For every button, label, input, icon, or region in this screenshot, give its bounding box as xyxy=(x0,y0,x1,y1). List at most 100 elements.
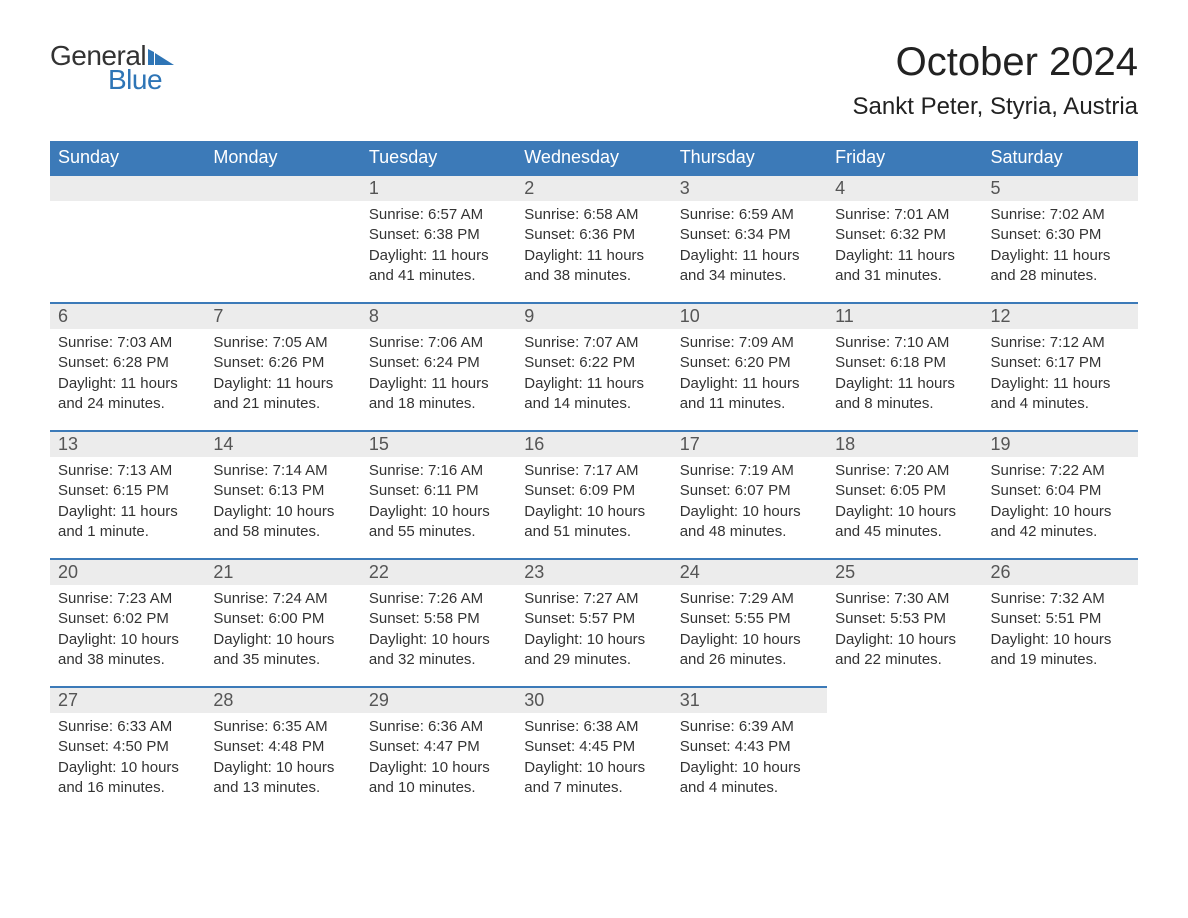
day-number: 5 xyxy=(983,174,1138,201)
sunrise-line: Sunrise: 7:29 AM xyxy=(680,589,819,609)
calendar-cell: 2Sunrise: 6:58 AMSunset: 6:36 PMDaylight… xyxy=(516,174,671,302)
calendar-cell: 12Sunrise: 7:12 AMSunset: 6:17 PMDayligh… xyxy=(983,302,1138,430)
calendar-cell: 23Sunrise: 7:27 AMSunset: 5:57 PMDayligh… xyxy=(516,558,671,686)
day-details: Sunrise: 6:35 AMSunset: 4:48 PMDaylight:… xyxy=(205,713,360,806)
sunrise-line: Sunrise: 7:30 AM xyxy=(835,589,974,609)
sunset-line: Sunset: 5:58 PM xyxy=(369,609,508,629)
sunset-line: Sunset: 6:32 PM xyxy=(835,225,974,245)
calendar-cell: 22Sunrise: 7:26 AMSunset: 5:58 PMDayligh… xyxy=(361,558,516,686)
daylight-line: Daylight: 11 hours and 34 minutes. xyxy=(680,246,819,287)
daylight-line: Daylight: 10 hours and 10 minutes. xyxy=(369,758,508,799)
sunset-line: Sunset: 4:47 PM xyxy=(369,737,508,757)
sunrise-line: Sunrise: 7:32 AM xyxy=(991,589,1130,609)
calendar-cell: 24Sunrise: 7:29 AMSunset: 5:55 PMDayligh… xyxy=(672,558,827,686)
sunset-line: Sunset: 6:13 PM xyxy=(213,481,352,501)
day-number: 23 xyxy=(516,558,671,585)
calendar-cell xyxy=(983,686,1138,814)
day-details: Sunrise: 7:22 AMSunset: 6:04 PMDaylight:… xyxy=(983,457,1138,550)
day-number: 6 xyxy=(50,302,205,329)
day-number: 16 xyxy=(516,430,671,457)
calendar-cell: 25Sunrise: 7:30 AMSunset: 5:53 PMDayligh… xyxy=(827,558,982,686)
day-details: Sunrise: 7:06 AMSunset: 6:24 PMDaylight:… xyxy=(361,329,516,422)
sunset-line: Sunset: 6:26 PM xyxy=(213,353,352,373)
daylight-line: Daylight: 11 hours and 11 minutes. xyxy=(680,374,819,415)
calendar-cell: 16Sunrise: 7:17 AMSunset: 6:09 PMDayligh… xyxy=(516,430,671,558)
sunrise-line: Sunrise: 7:06 AM xyxy=(369,333,508,353)
daylight-line: Daylight: 10 hours and 16 minutes. xyxy=(58,758,197,799)
sunset-line: Sunset: 4:48 PM xyxy=(213,737,352,757)
calendar-cell xyxy=(50,174,205,302)
sunset-line: Sunset: 5:53 PM xyxy=(835,609,974,629)
day-details: Sunrise: 7:17 AMSunset: 6:09 PMDaylight:… xyxy=(516,457,671,550)
day-details: Sunrise: 7:19 AMSunset: 6:07 PMDaylight:… xyxy=(672,457,827,550)
day-number: 24 xyxy=(672,558,827,585)
day-number: 7 xyxy=(205,302,360,329)
calendar-cell: 31Sunrise: 6:39 AMSunset: 4:43 PMDayligh… xyxy=(672,686,827,814)
calendar-cell: 6Sunrise: 7:03 AMSunset: 6:28 PMDaylight… xyxy=(50,302,205,430)
day-number: 25 xyxy=(827,558,982,585)
daylight-line: Daylight: 10 hours and 45 minutes. xyxy=(835,502,974,543)
day-number: 17 xyxy=(672,430,827,457)
sunset-line: Sunset: 6:15 PM xyxy=(58,481,197,501)
sunrise-line: Sunrise: 7:17 AM xyxy=(524,461,663,481)
day-number: 20 xyxy=(50,558,205,585)
logo-word-blue: Blue xyxy=(108,64,162,96)
day-details: Sunrise: 7:07 AMSunset: 6:22 PMDaylight:… xyxy=(516,329,671,422)
daylight-line: Daylight: 10 hours and 7 minutes. xyxy=(524,758,663,799)
calendar-week-row: 13Sunrise: 7:13 AMSunset: 6:15 PMDayligh… xyxy=(50,430,1138,558)
day-details: Sunrise: 7:23 AMSunset: 6:02 PMDaylight:… xyxy=(50,585,205,678)
daylight-line: Daylight: 10 hours and 32 minutes. xyxy=(369,630,508,671)
daylight-line: Daylight: 11 hours and 38 minutes. xyxy=(524,246,663,287)
day-number: 29 xyxy=(361,686,516,713)
sunrise-line: Sunrise: 6:39 AM xyxy=(680,717,819,737)
sunrise-line: Sunrise: 7:14 AM xyxy=(213,461,352,481)
day-number: 26 xyxy=(983,558,1138,585)
sunset-line: Sunset: 6:02 PM xyxy=(58,609,197,629)
weekday-header: Thursday xyxy=(672,141,827,174)
daylight-line: Daylight: 11 hours and 14 minutes. xyxy=(524,374,663,415)
sunset-line: Sunset: 5:55 PM xyxy=(680,609,819,629)
sunset-line: Sunset: 6:36 PM xyxy=(524,225,663,245)
sunset-line: Sunset: 6:34 PM xyxy=(680,225,819,245)
day-details: Sunrise: 7:09 AMSunset: 6:20 PMDaylight:… xyxy=(672,329,827,422)
calendar-cell: 17Sunrise: 7:19 AMSunset: 6:07 PMDayligh… xyxy=(672,430,827,558)
sunrise-line: Sunrise: 6:38 AM xyxy=(524,717,663,737)
day-details: Sunrise: 7:26 AMSunset: 5:58 PMDaylight:… xyxy=(361,585,516,678)
daylight-line: Daylight: 11 hours and 21 minutes. xyxy=(213,374,352,415)
calendar-week-row: 27Sunrise: 6:33 AMSunset: 4:50 PMDayligh… xyxy=(50,686,1138,814)
weekday-header: Sunday xyxy=(50,141,205,174)
day-details: Sunrise: 7:20 AMSunset: 6:05 PMDaylight:… xyxy=(827,457,982,550)
day-number: 15 xyxy=(361,430,516,457)
day-details: Sunrise: 6:39 AMSunset: 4:43 PMDaylight:… xyxy=(672,713,827,806)
calendar-cell: 3Sunrise: 6:59 AMSunset: 6:34 PMDaylight… xyxy=(672,174,827,302)
sunrise-line: Sunrise: 7:20 AM xyxy=(835,461,974,481)
sunrise-line: Sunrise: 6:33 AM xyxy=(58,717,197,737)
sunrise-line: Sunrise: 7:27 AM xyxy=(524,589,663,609)
sunrise-line: Sunrise: 6:36 AM xyxy=(369,717,508,737)
daylight-line: Daylight: 10 hours and 26 minutes. xyxy=(680,630,819,671)
daylight-line: Daylight: 11 hours and 28 minutes. xyxy=(991,246,1130,287)
day-details: Sunrise: 6:33 AMSunset: 4:50 PMDaylight:… xyxy=(50,713,205,806)
daylight-line: Daylight: 10 hours and 4 minutes. xyxy=(680,758,819,799)
day-details: Sunrise: 7:30 AMSunset: 5:53 PMDaylight:… xyxy=(827,585,982,678)
day-details: Sunrise: 7:14 AMSunset: 6:13 PMDaylight:… xyxy=(205,457,360,550)
sunrise-line: Sunrise: 6:59 AM xyxy=(680,205,819,225)
day-details: Sunrise: 6:38 AMSunset: 4:45 PMDaylight:… xyxy=(516,713,671,806)
day-number: 9 xyxy=(516,302,671,329)
sunrise-line: Sunrise: 7:16 AM xyxy=(369,461,508,481)
daylight-line: Daylight: 10 hours and 22 minutes. xyxy=(835,630,974,671)
calendar-cell: 18Sunrise: 7:20 AMSunset: 6:05 PMDayligh… xyxy=(827,430,982,558)
sunset-line: Sunset: 4:43 PM xyxy=(680,737,819,757)
calendar-table: Sunday Monday Tuesday Wednesday Thursday… xyxy=(50,141,1138,814)
day-details: Sunrise: 7:05 AMSunset: 6:26 PMDaylight:… xyxy=(205,329,360,422)
weekday-header-row: Sunday Monday Tuesday Wednesday Thursday… xyxy=(50,141,1138,174)
calendar-cell: 21Sunrise: 7:24 AMSunset: 6:00 PMDayligh… xyxy=(205,558,360,686)
weekday-header: Tuesday xyxy=(361,141,516,174)
month-title: October 2024 xyxy=(853,40,1138,85)
empty-day-header xyxy=(205,174,360,201)
sunrise-line: Sunrise: 7:01 AM xyxy=(835,205,974,225)
day-details: Sunrise: 7:29 AMSunset: 5:55 PMDaylight:… xyxy=(672,585,827,678)
sunset-line: Sunset: 6:18 PM xyxy=(835,353,974,373)
sunset-line: Sunset: 6:17 PM xyxy=(991,353,1130,373)
daylight-line: Daylight: 10 hours and 42 minutes. xyxy=(991,502,1130,543)
